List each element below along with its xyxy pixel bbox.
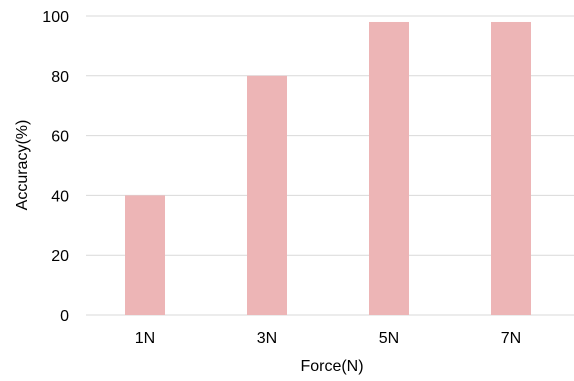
x-tick-label: 1N bbox=[135, 330, 155, 347]
bars bbox=[125, 21, 531, 315]
x-tick-label: 7N bbox=[501, 330, 521, 347]
bar-1n bbox=[125, 195, 165, 315]
y-axis-ticks: 0 20 40 60 80 100 bbox=[42, 9, 69, 325]
x-axis-title: Force(N) bbox=[300, 358, 363, 375]
y-tick-label: 80 bbox=[51, 69, 69, 86]
x-tick-label: 3N bbox=[257, 330, 277, 347]
x-axis-ticks: 1N 3N 5N 7N bbox=[135, 330, 521, 347]
y-tick-label: 40 bbox=[51, 188, 69, 205]
bar-3n bbox=[247, 75, 287, 315]
bar-5n bbox=[369, 21, 409, 315]
y-tick-label: 20 bbox=[51, 248, 69, 265]
y-tick-label: 0 bbox=[60, 308, 69, 325]
y-axis-title: Accuracy(%) bbox=[14, 120, 31, 211]
y-tick-label: 60 bbox=[51, 129, 69, 146]
bar-7n bbox=[491, 21, 531, 315]
x-tick-label: 5N bbox=[379, 330, 399, 347]
y-tick-label: 100 bbox=[42, 9, 69, 26]
